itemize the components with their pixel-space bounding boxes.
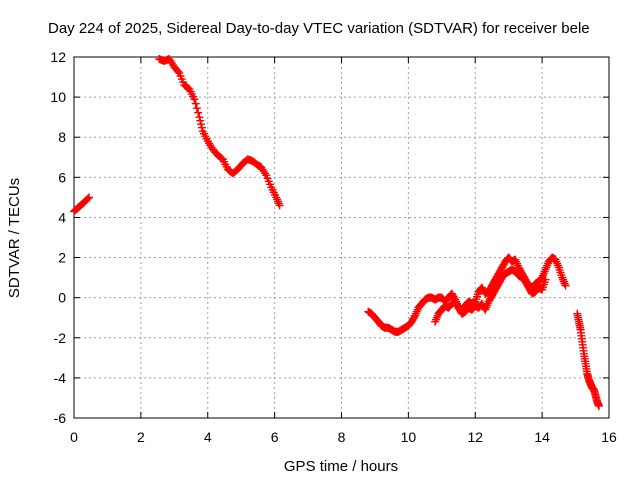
data-point [191,99,200,108]
y-tick-label: 8 [58,129,66,145]
x-tick-label: 12 [467,429,483,445]
x-tick-label: 0 [70,429,78,445]
y-axis-label: SDTVAR / TECUs [6,178,23,298]
data-point [275,201,284,210]
y-tick-label: 10 [50,89,66,105]
data-point [83,194,92,203]
y-tick-label: 12 [50,49,66,65]
data-point [85,193,94,202]
data-point [195,113,204,122]
grid [74,57,609,418]
y-tick-label: 0 [58,290,66,306]
data-point [192,104,201,113]
axis-ticks: 0 2 4 6 8 10 12 14 16 -6 -4 -2 0 2 4 6 8 10 12 [50,49,617,445]
y-tick-label: -2 [54,330,67,346]
data-point [197,123,206,132]
x-axis-label: GPS time / hours [284,458,398,475]
data-point [196,116,205,125]
data-point [594,401,603,410]
data-point [197,120,206,129]
data-point [194,108,203,117]
data-point [174,67,183,76]
x-tick-label: 6 [271,429,279,445]
y-tick-label: 2 [58,250,66,266]
data-marks [70,55,603,410]
x-tick-label: 2 [137,429,145,445]
chart-title: Day 224 of 2025, Sidereal Day-to-day VTE… [48,20,590,37]
data-point [410,313,419,322]
y-tick-label: -6 [54,410,67,426]
x-tick-label: 4 [204,429,212,445]
y-tick-label: -4 [54,370,67,386]
data-point [541,275,550,284]
x-tick-label: 10 [401,429,417,445]
y-tick-label: 4 [58,209,66,225]
x-tick-label: 14 [534,429,550,445]
data-point [190,95,199,104]
data-point [561,281,570,290]
y-tick-label: 6 [58,169,66,185]
x-tick-label: 16 [601,429,617,445]
x-tick-label: 8 [338,429,346,445]
